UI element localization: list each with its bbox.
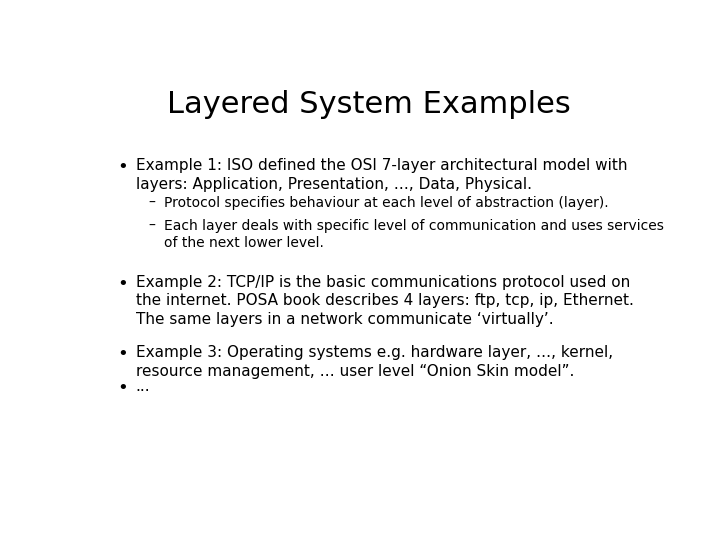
Text: •: • bbox=[117, 346, 127, 363]
Text: Example 3: Operating systems e.g. hardware layer, …, kernel,
resource management: Example 3: Operating systems e.g. hardwa… bbox=[136, 346, 613, 379]
Text: Example 1: ISO defined the OSI 7-layer architectural model with
layers: Applicat: Example 1: ISO defined the OSI 7-layer a… bbox=[136, 158, 627, 192]
Text: •: • bbox=[117, 379, 127, 397]
Text: Example 2: TCP/IP is the basic communications protocol used on
the internet. POS: Example 2: TCP/IP is the basic communica… bbox=[136, 275, 634, 327]
Text: •: • bbox=[117, 158, 127, 177]
Text: Each layer deals with specific level of communication and uses services
of the n: Each layer deals with specific level of … bbox=[164, 219, 664, 250]
Text: Layered System Examples: Layered System Examples bbox=[167, 90, 571, 119]
Text: –: – bbox=[148, 196, 155, 210]
Text: •: • bbox=[117, 275, 127, 293]
Text: –: – bbox=[148, 219, 155, 233]
Text: Protocol specifies behaviour at each level of abstraction (layer).: Protocol specifies behaviour at each lev… bbox=[164, 196, 609, 210]
Text: ...: ... bbox=[136, 379, 150, 394]
